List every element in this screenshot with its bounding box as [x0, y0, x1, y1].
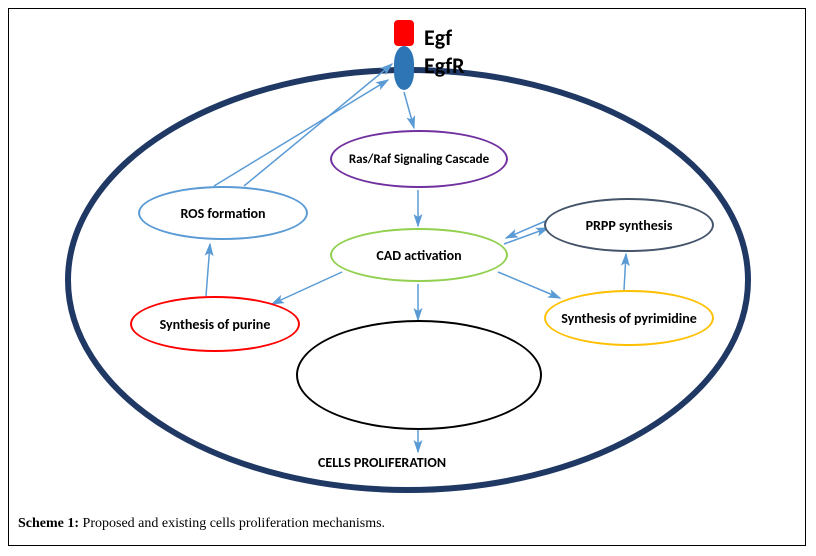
node-pyrim-text: Synthesis of pyrimidine: [561, 310, 697, 327]
node-rasraf-text: Ras/Raf Signaling Cascade: [349, 152, 489, 167]
egfr-receptor-icon: [394, 46, 414, 90]
node-cad: CAD activation: [330, 228, 508, 282]
node-nucleus: [296, 320, 542, 430]
node-cad-text: CAD activation: [376, 247, 461, 264]
caption-text: Proposed and existing cells proliferatio…: [79, 516, 385, 531]
node-pyrim: Synthesis of pyrimidine: [544, 290, 714, 346]
diagram-stage: Egf EgfR CELLS PROLIFERATION ROS formati…: [0, 0, 816, 556]
caption-label: Scheme 1:: [18, 516, 79, 531]
node-purine: Synthesis of purine: [130, 296, 300, 352]
egfr-label: EgfR: [424, 52, 465, 79]
egf-ligand-icon: [394, 20, 414, 46]
node-ros: ROS formation: [138, 186, 308, 240]
egf-label: Egf: [424, 24, 452, 51]
node-rasraf: Ras/Raf Signaling Cascade: [330, 130, 508, 188]
cells-proliferation-label: CELLS PROLIFERATION: [318, 454, 446, 471]
figure-caption: Scheme 1: Proposed and existing cells pr…: [18, 516, 385, 532]
node-prpp-text: PRPP synthesis: [586, 217, 673, 234]
node-purine-text: Synthesis of purine: [160, 316, 271, 333]
node-prpp: PRPP synthesis: [544, 198, 714, 252]
node-ros-text: ROS formation: [180, 205, 265, 222]
